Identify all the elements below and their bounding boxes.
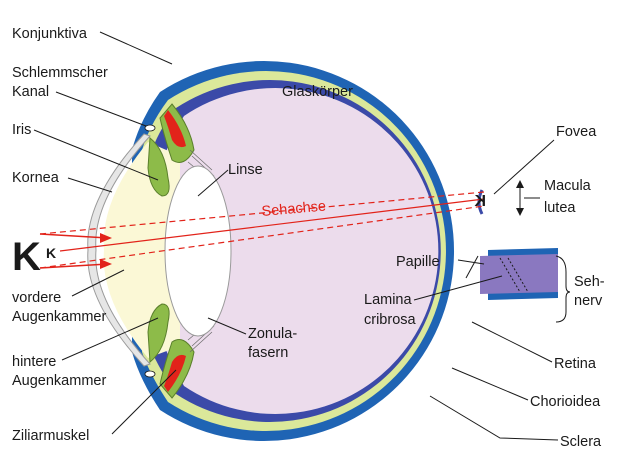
label-sehnerv-2: nerv	[574, 293, 603, 309]
label-schlemm-2: Kanal	[12, 84, 49, 100]
schlemm-canal-lower	[144, 370, 156, 378]
label-linse: Linse	[228, 162, 263, 178]
label-schlemm-1: Schlemmscher	[12, 65, 108, 81]
cornea	[87, 133, 151, 367]
label-retina: Retina	[554, 356, 597, 372]
anterior-chamber	[103, 142, 180, 358]
label-macula-2: lutea	[544, 200, 576, 216]
label-ziliarmuskel: Ziliarmuskel	[12, 428, 89, 444]
object-k-small: K	[46, 245, 56, 261]
label-zonula-2: fasern	[248, 345, 288, 361]
label-chorioidea: Chorioidea	[530, 394, 601, 410]
label-hintere-1: hintere	[12, 354, 56, 370]
label-lamina-2: cribrosa	[364, 312, 417, 328]
optic-nerve	[480, 254, 558, 294]
label-sclera: Sclera	[560, 434, 602, 450]
schlemm-canal-upper	[144, 124, 156, 132]
label-iris: Iris	[12, 122, 31, 138]
vitreous-body	[166, 87, 439, 414]
label-sehachse: Sehachse	[261, 198, 327, 220]
label-papille: Papille	[396, 254, 440, 270]
object-k-large: K	[12, 235, 41, 279]
ciliary-muscle-lower	[164, 354, 186, 392]
ciliary-muscle-upper	[164, 110, 186, 148]
label-kornea: Kornea	[12, 170, 60, 186]
label-hintere-2: Augenkammer	[12, 373, 106, 389]
label-vordere-1: vordere	[12, 290, 61, 306]
lens	[164, 165, 232, 337]
label-zonula-1: Zonula-	[248, 326, 297, 342]
label-lamina-1: Lamina	[364, 292, 412, 308]
iris-upper	[147, 137, 170, 197]
label-macula-1: Macula	[544, 178, 592, 194]
label-sehnerv-1: Seh-	[574, 274, 605, 290]
iris-lower	[147, 303, 170, 363]
label-fovea: Fovea	[556, 124, 597, 140]
label-konjunktiva: Konjunktiva	[12, 26, 88, 42]
visual-axis	[39, 191, 485, 269]
label-vordere-2: Augenkammer	[12, 309, 106, 325]
retina-image-k: K	[474, 193, 486, 210]
label-glaskoerper: Glaskörper	[282, 84, 353, 100]
